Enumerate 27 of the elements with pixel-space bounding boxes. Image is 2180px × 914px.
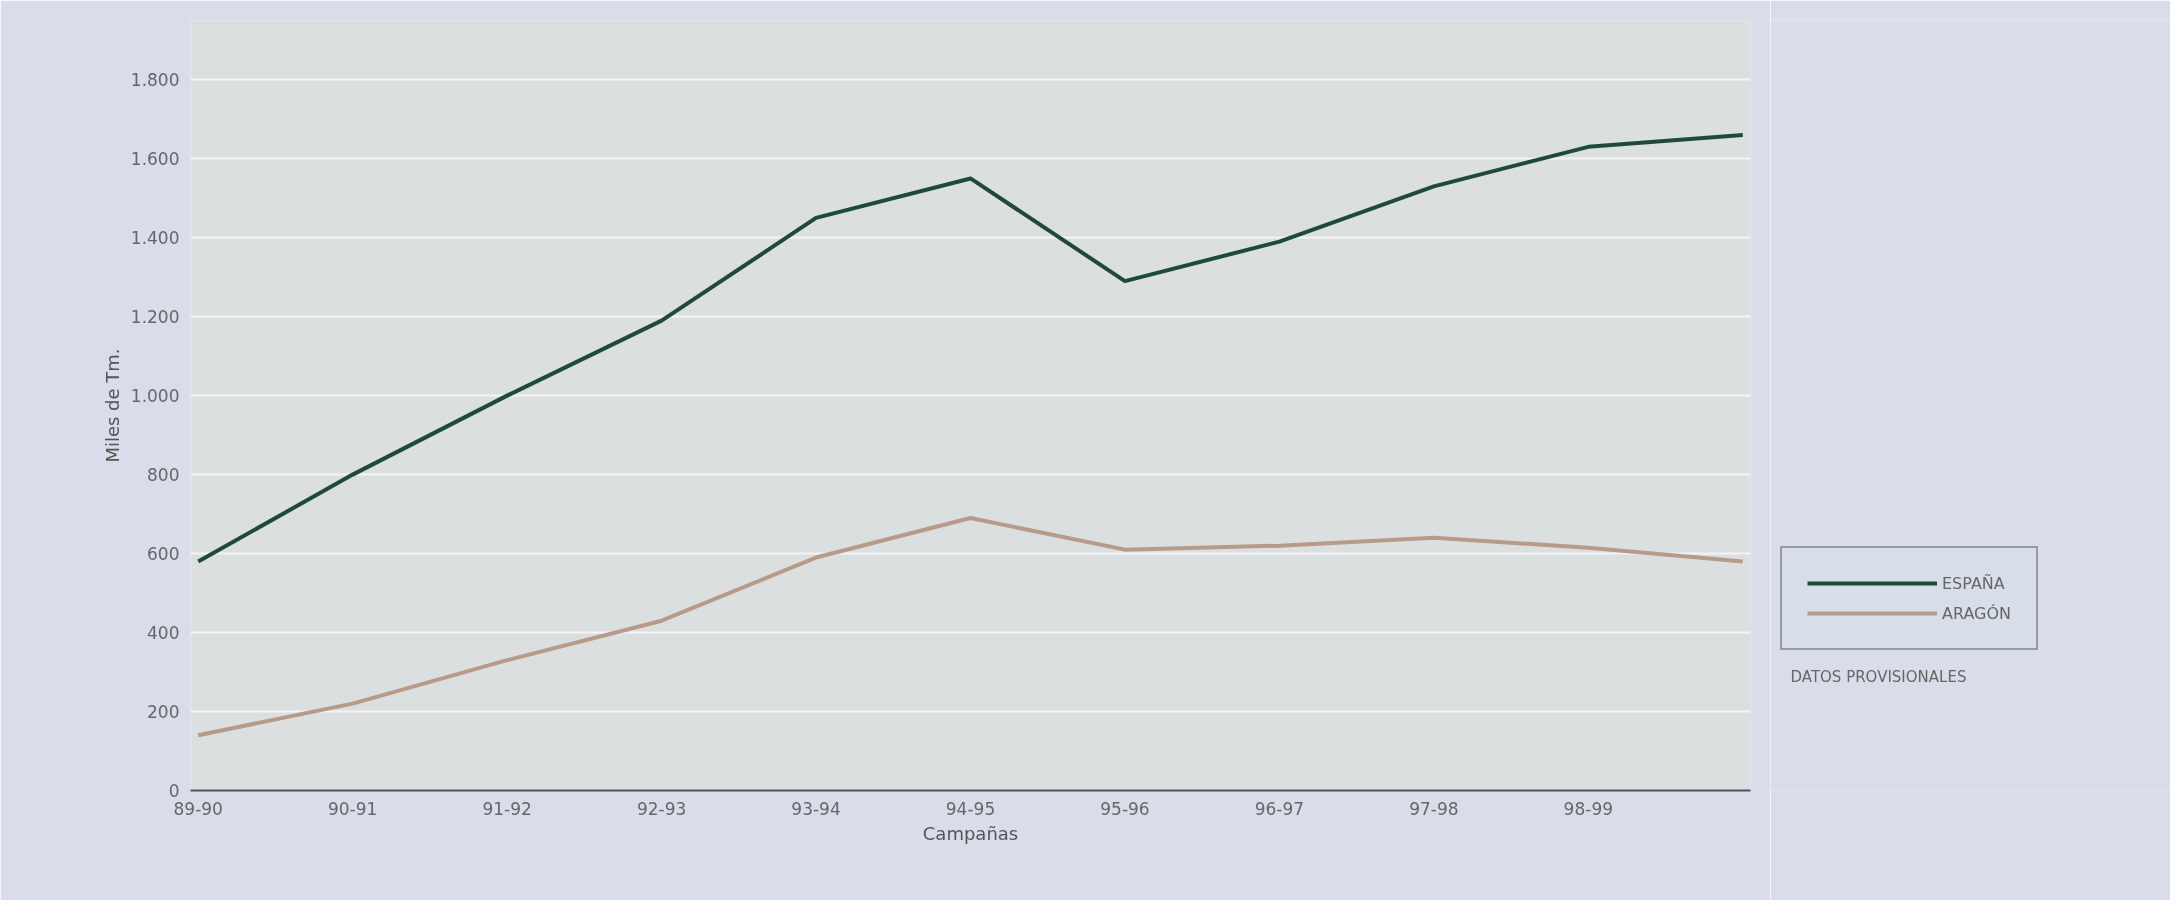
y-tick-label: 400 [147, 623, 180, 644]
text: ARAGÓN [1942, 603, 2012, 623]
y-tick-label: 1.000 [130, 386, 180, 407]
text: DATOS PROVISIONALES [1790, 667, 1967, 686]
y-tick-label: 800 [147, 465, 180, 486]
y-tick-label: 600 [147, 544, 180, 565]
line-series [196, 516, 1745, 738]
y-tick-label: 0 [168, 781, 180, 801]
x-tick-label: 92-93 [636, 798, 687, 819]
x-axis-title: Campañas [922, 822, 1019, 844]
x-tick-label: 91-92 [482, 798, 532, 819]
line-series [196, 133, 1745, 564]
x-tick-label: 95-96 [1100, 798, 1150, 819]
x-tick-label: 93-94 [791, 798, 841, 819]
y-tick-label: 1.800 [130, 70, 180, 91]
x-tick-label: 97-98 [1409, 798, 1459, 819]
text: ESPAÑA [1942, 573, 2005, 593]
x-tick-label: 98-99 [1563, 798, 1614, 819]
y-axis-title: Miles de Tm. [101, 348, 123, 463]
x-tick-label: 96-97 [1254, 798, 1305, 819]
y-tick-label: 1.200 [130, 307, 180, 328]
x-tick-label: 90-91 [327, 798, 378, 819]
x-tick-label: 94-95 [945, 798, 996, 819]
y-tick-label: 200 [147, 702, 180, 723]
y-tick-label: 1.400 [130, 228, 180, 249]
x-tick-label: 89-90 [173, 798, 223, 819]
y-tick-label: 1.600 [130, 149, 180, 170]
